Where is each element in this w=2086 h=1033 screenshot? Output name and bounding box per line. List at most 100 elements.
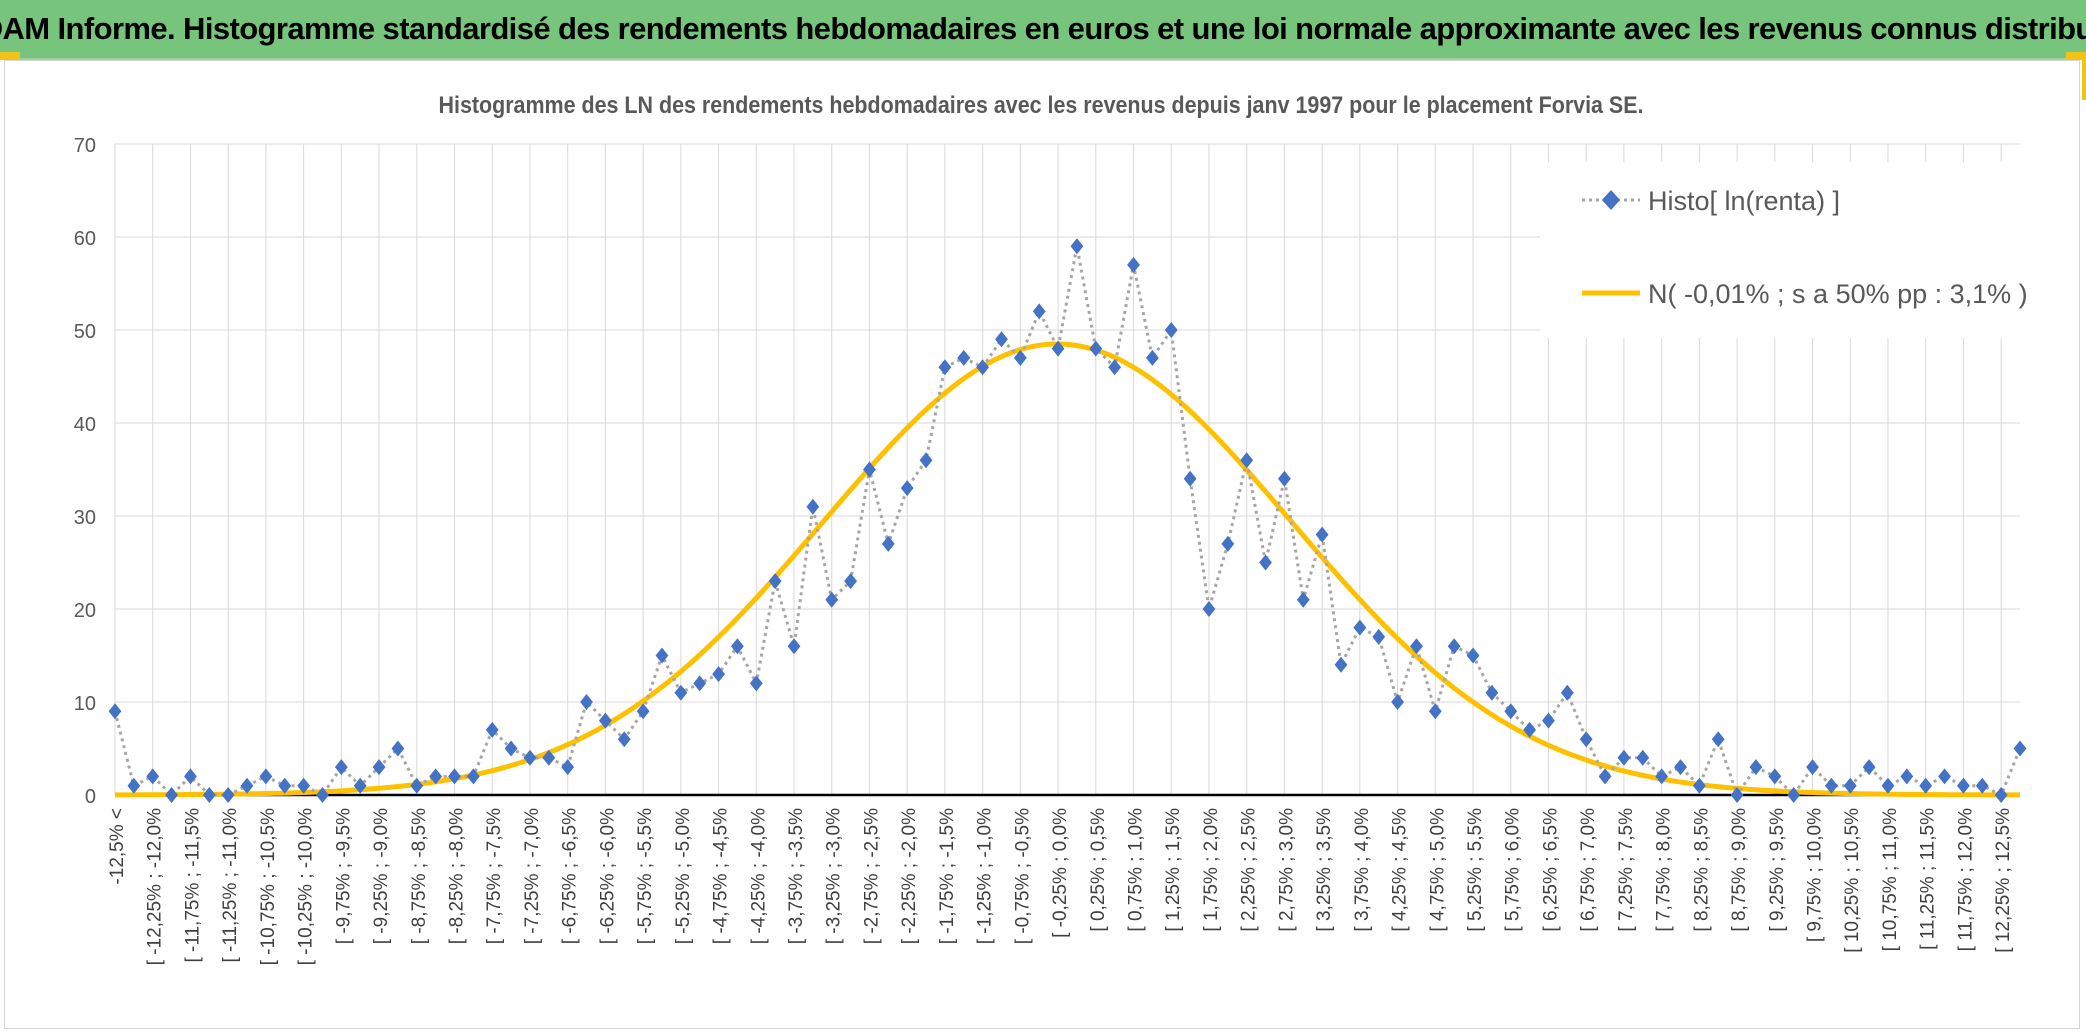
x-tick-label: [ 2,75% ; 3,0%: [1276, 808, 1297, 932]
histo-point: [1447, 638, 1461, 655]
x-tick-label: [ 12,25% ; 12,5%: [1993, 808, 2014, 953]
x-tick-label: [ 8,25% ; 8,5%: [1691, 808, 1712, 932]
histo-point: [1598, 768, 1612, 785]
y-tick-label: 10: [74, 693, 96, 715]
histo-point: [1051, 340, 1065, 357]
histo-point: [1202, 601, 1216, 617]
histo-point: [561, 759, 575, 776]
y-tick-label: 30: [74, 507, 96, 529]
histo-point: [655, 647, 669, 664]
x-tick-label: [ 2,25% ; 2,5%: [1239, 808, 1260, 932]
histo-point: [1957, 777, 1970, 794]
histo-point: [995, 331, 1008, 348]
y-tick-label: 0: [85, 786, 96, 808]
x-tick-label: [ 3,75% ; 4,0%: [1352, 808, 1373, 932]
normal-curve: [114, 341, 2021, 798]
histo-point: [749, 675, 763, 692]
histo-point: [410, 777, 424, 794]
x-tick-label: [ -4,75% ; -4,5%: [711, 808, 732, 944]
histo-point: [1655, 768, 1669, 785]
histo-point: [825, 591, 839, 608]
x-tick-label: [ 5,75% ; 6,0%: [1503, 808, 1524, 932]
histo-point: [976, 359, 990, 376]
x-tick-label: [ -0,25% ; 0,0%: [1050, 808, 1071, 938]
y-tick-label: 20: [74, 600, 96, 622]
histo-point: [1466, 647, 1480, 664]
histo-point: [598, 712, 612, 729]
histo-point: [466, 768, 480, 785]
x-tick-label: [ -2,75% ; -2,5%: [861, 808, 882, 944]
x-tick-label: [ -7,75% ; -7,5%: [484, 808, 505, 944]
x-tick-label: [ 6,75% ; 7,0%: [1578, 808, 1599, 932]
histo-point: [1994, 787, 2008, 803]
histo-point: [1334, 656, 1348, 673]
y-axis-ticks: 0 10 20 30 40 50 60 70: [74, 135, 96, 808]
legend-background: [1540, 162, 2060, 338]
x-tick-label: [ -5,75% ; -5,5%: [635, 808, 656, 944]
histo-point: [806, 498, 820, 515]
histo-point: [1127, 256, 1140, 273]
banner-corner-right: [2066, 52, 2086, 60]
x-tick-label: [ -11,25% ; -11,0%: [220, 808, 241, 963]
histo-point: [1410, 638, 1423, 655]
x-tick-label: [ 1,75% ; 2,0%: [1201, 808, 1222, 932]
histo-point: [1560, 684, 1574, 701]
x-tick-label: [ 11,75% ; 12,0%: [1955, 808, 1976, 951]
y-tick-label: 50: [74, 321, 96, 343]
histo-point: [1692, 777, 1706, 794]
histo-point: [146, 768, 160, 785]
histo-point: [184, 768, 197, 785]
x-tick-label: [ -3,25% ; -3,0%: [824, 808, 845, 944]
histo-point: [1711, 731, 1725, 748]
histo-point: [1183, 470, 1197, 487]
legend-histo-marker: [1602, 190, 1620, 210]
histo-point: [636, 703, 650, 720]
histo-point: [523, 749, 537, 766]
x-tick-label: [ 4,25% ; 4,5%: [1390, 808, 1411, 932]
x-tick-label: [ 8,75% ; 9,0%: [1729, 808, 1750, 932]
histo-point: [2013, 740, 2027, 757]
histo-point: [1485, 684, 1499, 701]
histo-point: [1315, 526, 1329, 543]
x-tick-label: [ -2,25% ; -2,0%: [899, 808, 920, 944]
x-tick-label: [ 1,25% ; 1,5%: [1163, 808, 1184, 932]
histo-point: [1900, 768, 1914, 785]
histo-point: [108, 703, 122, 720]
histo-point: [693, 675, 707, 692]
histo-point: [1674, 759, 1687, 776]
histogram-series: [108, 238, 2027, 803]
x-tick-label: [ -0,75% ; -0,5%: [1012, 808, 1033, 944]
histo-point: [353, 777, 367, 794]
histo-point: [1843, 777, 1857, 794]
histo-point: [1089, 340, 1103, 357]
report-title: ADAM Informe. Histogramme standardisé de…: [0, 11, 2086, 46]
histo-point: [731, 638, 744, 655]
histo-point: [429, 768, 443, 785]
histo-point: [1919, 777, 1933, 794]
x-tick-label: [ -1,75% ; -1,5%: [937, 808, 958, 944]
report-banner: ADAM Informe. Histogramme standardisé de…: [0, 0, 2086, 60]
y-tick-label: 40: [74, 414, 96, 436]
banner-corner-left: [0, 52, 20, 60]
histo-point: [278, 777, 292, 794]
histo-point: [127, 777, 141, 794]
histo-point: [1391, 694, 1404, 710]
chart-legend: Histo[ ln(renta) ] N( -0,01% ; s a 50% p…: [1540, 162, 2060, 338]
x-tick-label: [ 7,75% ; 8,0%: [1654, 808, 1675, 932]
histo-point: [1749, 759, 1763, 776]
histo-point: [259, 768, 273, 785]
histo-point: [1862, 759, 1876, 776]
histo-point: [1523, 721, 1537, 738]
histo-point: [504, 740, 518, 757]
histo-point: [1504, 703, 1518, 720]
x-tick-label: [ -8,75% ; -8,5%: [409, 808, 430, 944]
x-tick-label: [ -4,25% ; -4,0%: [748, 808, 769, 944]
histo-point: [1108, 359, 1122, 376]
histo-point: [1881, 777, 1895, 794]
histo-point: [1730, 787, 1744, 803]
histo-point: [844, 573, 857, 590]
chart-title: Histogramme des LN des rendements hebdom…: [439, 92, 1644, 119]
y-tick-label: 70: [74, 135, 96, 157]
histo-point: [919, 452, 933, 469]
legend-histo-label: Histo[ ln(renta) ]: [1648, 186, 1840, 216]
